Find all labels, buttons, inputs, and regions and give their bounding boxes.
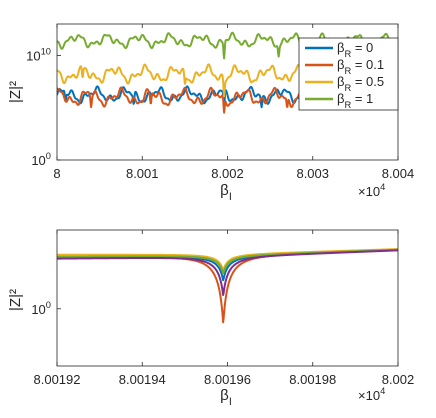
bottom-y-axis-label: |Z|² <box>7 289 24 311</box>
y-tick-label: 1010 <box>26 46 51 63</box>
x-tick-label: 8.003 <box>296 166 329 181</box>
legend-entry: βR = 0.1 <box>337 57 384 76</box>
x-tick-label: 8.00198 <box>289 372 336 387</box>
bottom-x-axis-label: βI <box>220 387 232 408</box>
y-tick-label: 100 <box>31 151 51 168</box>
bottom-x-exponent: ×104 <box>358 386 385 403</box>
legend: βR = 0βR = 0.1βR = 0.5βR = 1 <box>298 37 399 111</box>
top-y-axis-label: |Z|² <box>7 81 24 103</box>
y-tick-label: 100 <box>31 300 51 317</box>
legend-entry: βR = 1 <box>337 91 373 110</box>
x-tick-label: 8.001 <box>126 166 159 181</box>
top-panel: 8 8.001 8.002 8.003 8.004 100 1010 βI |Z|² ×10… <box>7 23 415 203</box>
legend-entry: βR = 0 <box>337 40 373 59</box>
top-x-axis-label: βI <box>220 182 232 203</box>
x-tick-label: 8.00196 <box>204 372 251 387</box>
x-tick-label: 8.00192 <box>34 372 81 387</box>
x-tick-label: 8.00194 <box>119 372 166 387</box>
x-tick-label: 8.002 <box>382 372 415 387</box>
top-x-exponent: ×104 <box>358 182 385 199</box>
x-tick-label: 8.002 <box>211 166 244 181</box>
x-tick-label: 8 <box>53 166 60 181</box>
x-tick-label: 8.004 <box>382 166 415 181</box>
legend-entry: βR = 0.5 <box>337 74 384 93</box>
series-line-5 <box>57 249 398 297</box>
